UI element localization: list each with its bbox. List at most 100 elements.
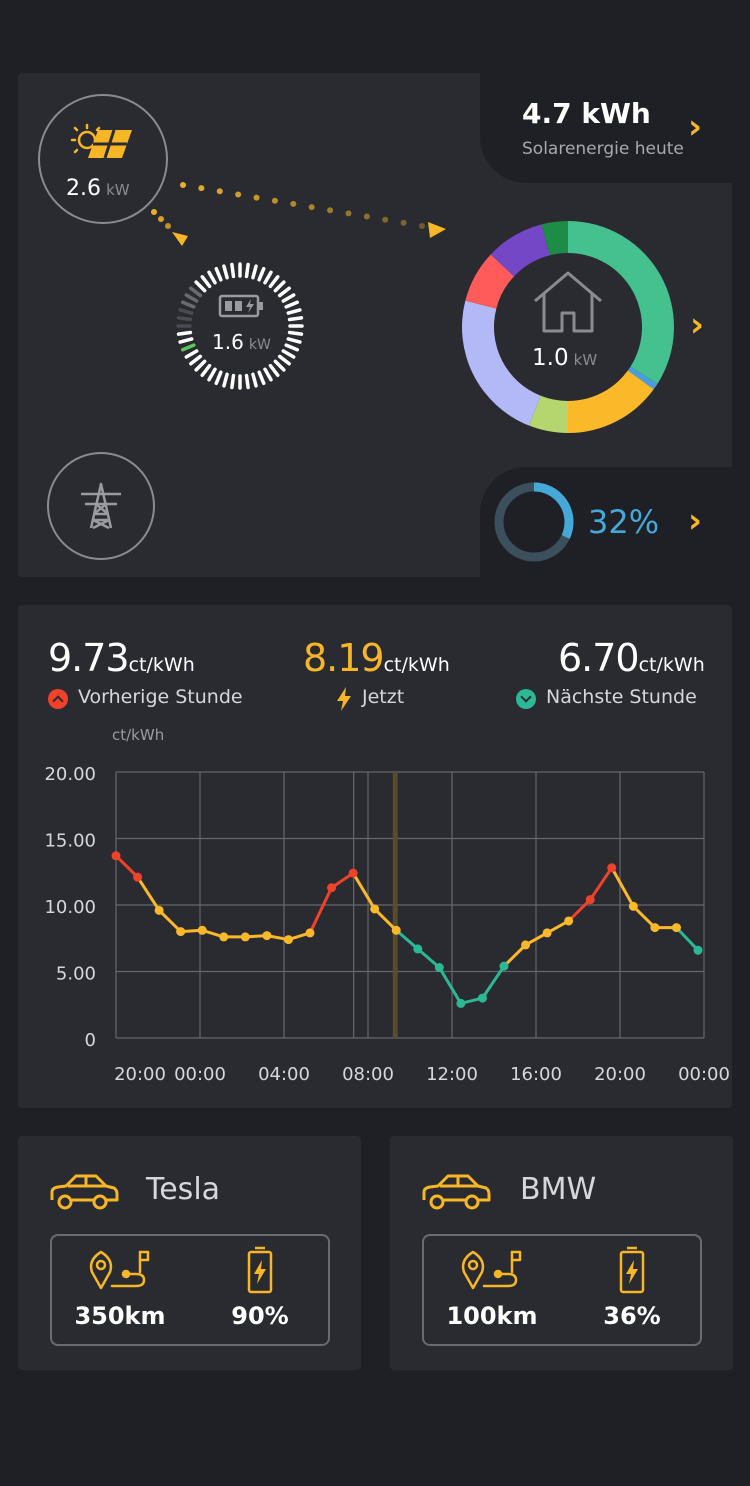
car-card-tesla[interactable]: Tesla 350km 90%: [18, 1136, 361, 1370]
car-stats-box: 100km 36%: [422, 1234, 702, 1346]
price-previous-value: 9.73: [48, 636, 130, 680]
price-next-label: Nächste Stunde: [546, 686, 697, 708]
battery-ring-tick: [281, 349, 296, 359]
car-range: 100km: [446, 1302, 538, 1330]
chart-line-segment: [610, 866, 635, 908]
chart-data-point: [477, 993, 487, 1003]
donut-segment: [568, 370, 654, 433]
flow-dot: [235, 191, 242, 198]
chart-line-segment: [567, 898, 592, 923]
chart-y-tick-label: 5.00: [56, 964, 96, 985]
battery-ring-tick: [268, 363, 280, 377]
chart-data-point: [585, 895, 595, 905]
battery-ring-tick: [273, 280, 286, 293]
solar-today-value: 4.7 kWh: [522, 97, 651, 130]
car-name: BMW: [520, 1172, 597, 1207]
price-next-unit: ct/kWh: [638, 654, 705, 676]
chart-data-point: [262, 931, 272, 941]
chart-x-tick-label: 16:00: [510, 1064, 562, 1085]
chart-data-point: [628, 901, 638, 911]
solar-power-unit: kW: [106, 181, 130, 199]
autarky-ring: [494, 482, 574, 562]
battery-ring-tick: [284, 343, 300, 352]
home-consumption-node[interactable]: 1.0 kW: [460, 219, 676, 435]
autarky-tile[interactable]: 32% ›: [480, 467, 732, 577]
battery-ring-tick: [268, 275, 280, 289]
battery-ring-tick: [277, 354, 291, 366]
chart-y-tick-label: 15.00: [44, 831, 96, 852]
battery-ring-tick: [189, 354, 203, 366]
battery-ring-tick: [277, 286, 291, 298]
flow-dot: [419, 223, 425, 229]
price-now-unit: ct/kWh: [383, 654, 450, 676]
chart-data-point: [391, 925, 401, 935]
solar-power-value: 2.6: [66, 176, 101, 201]
chart-x-tick-label: 00:00: [174, 1064, 226, 1085]
route-icon: [461, 1250, 522, 1290]
chevron-right-icon[interactable]: ›: [690, 305, 705, 345]
chart-data-point: [564, 916, 574, 926]
autarky-percent: 32%: [588, 503, 660, 541]
donut-segment: [568, 221, 674, 384]
donut-segment: [462, 300, 541, 426]
price-next-caption: Nächste Stunde: [516, 686, 697, 709]
chart-data-point: [434, 963, 444, 973]
battery-ring-tick: [244, 262, 250, 279]
battery-node[interactable]: 1.6 kW: [176, 262, 304, 390]
battery-ring-tick: [184, 349, 199, 359]
grid-node[interactable]: [47, 452, 155, 560]
battery-ring-tick: [214, 266, 223, 282]
solar-today-label: Solarenergie heute: [522, 139, 684, 159]
battery-charge-icon: [247, 1246, 273, 1294]
solar-today-tile[interactable]: 4.7 kWh Solarenergie heute ›: [480, 73, 732, 183]
car-battery: 36%: [603, 1302, 661, 1330]
chart-x-tick-label: 00:00: [678, 1064, 730, 1085]
battery-ring-tick: [287, 330, 304, 336]
price-card: [18, 605, 732, 1108]
arrow-up-icon: [48, 688, 68, 709]
solar-node[interactable]: 2.6 kW: [38, 94, 168, 224]
car-name: Tesla: [146, 1172, 221, 1207]
battery-ring-tick: [184, 293, 199, 303]
battery-ring-tick: [273, 359, 286, 372]
donut-segment: [490, 224, 550, 277]
car-battery: 90%: [231, 1302, 289, 1330]
chart-line-segment: [308, 886, 334, 935]
chevron-right-icon: ›: [688, 501, 703, 541]
battery-ring-tick: [230, 373, 236, 390]
chart-data-point: [283, 935, 293, 945]
chart-data-point: [693, 945, 703, 955]
chart-data-point: [650, 923, 660, 933]
chart-line-segment: [136, 875, 161, 912]
battery-ring-tick: [281, 293, 296, 303]
chart-data-point: [240, 932, 250, 942]
battery-charge-icon: [619, 1246, 645, 1294]
price-previous-label: Vorherige Stunde: [78, 686, 243, 708]
battery-charge-ring: [176, 262, 304, 390]
home-consumption-donut: [462, 221, 674, 433]
battery-ring-tick: [251, 372, 258, 388]
chart-data-point: [499, 961, 509, 971]
battery-ring-tick: [287, 316, 304, 322]
donut-segment: [528, 395, 568, 433]
price-previous: 9.73ct/kWh: [48, 636, 195, 680]
flow-dot: [382, 216, 389, 223]
lightning-icon: [337, 686, 351, 711]
chart-line-segment: [394, 928, 420, 951]
battery-ring-tick: [222, 372, 229, 388]
chart-line-segment: [373, 907, 398, 932]
flow-dot: [180, 182, 186, 188]
solar-panel-icon: [70, 123, 132, 159]
flow-dot: [345, 210, 352, 217]
battery-ring-tick: [244, 373, 250, 390]
chart-x-tick-label: 20:00: [594, 1064, 646, 1085]
battery-ring-tick: [230, 262, 236, 279]
chart-data-point: [219, 932, 229, 942]
donut-segment: [541, 221, 568, 256]
battery-ring-tick: [263, 367, 273, 382]
chart-y-tick-label: 0: [85, 1030, 96, 1051]
car-card-bmw[interactable]: BMW 100km 36%: [390, 1136, 733, 1370]
chart-y-tick-label: 10.00: [44, 897, 96, 918]
chart-line-segment: [631, 904, 657, 930]
chart-data-point: [521, 940, 531, 950]
